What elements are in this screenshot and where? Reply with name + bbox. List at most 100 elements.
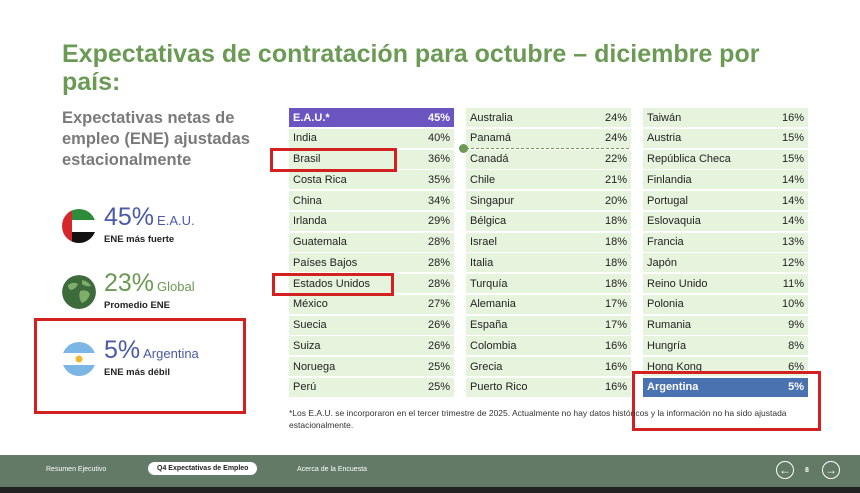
- country-name: China: [293, 194, 322, 207]
- ene-value: 22%: [604, 153, 627, 166]
- table-row: Puerto Rico 16%: [466, 377, 631, 397]
- ene-value: 12%: [781, 256, 804, 269]
- nav-resumen-ejecutivo[interactable]: Resumen Ejecutivo: [46, 466, 107, 473]
- table-row: Italia 18%: [466, 253, 631, 273]
- annotation-box-estados-unidos: [272, 273, 394, 296]
- table-row: Reino Unido 11%: [643, 274, 808, 294]
- ene-value: 26%: [427, 339, 450, 352]
- table-row: Suecia 26%: [289, 315, 454, 335]
- annotation-box-argentina-row: [632, 371, 821, 431]
- page-number: 8: [805, 467, 809, 474]
- ene-value: 17%: [604, 298, 627, 311]
- country-name: Argentina: [647, 381, 699, 394]
- table-row: Noruega 25%: [289, 357, 454, 377]
- table-row: Singapur 20%: [466, 191, 631, 211]
- stat-place: Global: [157, 279, 195, 294]
- table-row: Chile 21%: [466, 170, 631, 190]
- ene-value: 16%: [781, 111, 804, 124]
- country-name: Perú: [293, 381, 317, 394]
- table-row: Francia 13%: [643, 232, 808, 252]
- ene-value: 8%: [788, 339, 804, 352]
- ene-value: 28%: [427, 256, 450, 269]
- country-name: Canadá: [470, 153, 509, 166]
- country-name: Rumania: [647, 319, 692, 332]
- table-row: Eslovaquia 14%: [643, 211, 808, 231]
- table-row: Bélgica 18%: [466, 211, 631, 231]
- nav-acerca-encuesta[interactable]: Acerca de la Encuesta: [297, 466, 368, 473]
- country-name: Reino Unido: [647, 277, 708, 290]
- table-row: Australia 24%: [466, 108, 631, 127]
- table-row: Países Bajos 28%: [289, 253, 454, 273]
- table-row: Colombia 16%: [466, 336, 631, 356]
- country-name: Países Bajos: [293, 256, 358, 269]
- country-name: Suiza: [293, 339, 321, 352]
- table-row: Irlanda 29%: [289, 211, 454, 231]
- ene-value: 16%: [604, 339, 627, 352]
- ene-value: 45%: [427, 111, 450, 124]
- country-name: Austria: [647, 132, 682, 145]
- stat-caption: Promedio ENE: [104, 300, 170, 311]
- country-name: Hong Kong: [647, 360, 703, 373]
- table-row: Polonia 10%: [643, 294, 808, 314]
- table-row: China 34%: [289, 191, 454, 211]
- table-row: República Checa 15%: [643, 149, 808, 169]
- arrow-left-icon: ←: [779, 463, 791, 477]
- ene-value: 26%: [427, 319, 450, 332]
- uae-flag-icon: [62, 209, 96, 243]
- table-row: Canadá 22%: [466, 149, 631, 169]
- ene-value: 17%: [604, 319, 627, 332]
- table-row: Panamá 24%: [466, 128, 631, 148]
- table-row: Guatemala 28%: [289, 232, 454, 252]
- stat-global: 23% Global Promedio ENE: [62, 269, 252, 319]
- stat-caption: ENE más débil: [104, 367, 170, 378]
- table-row: Portugal 14%: [643, 191, 808, 211]
- country-name: Bélgica: [470, 215, 507, 228]
- bottom-strip: [0, 487, 860, 493]
- ene-value: 40%: [427, 132, 450, 145]
- annotation-box-argentina-stat: [34, 318, 246, 414]
- country-name: Colombia: [470, 339, 517, 352]
- table-row: Alemania 17%: [466, 294, 631, 314]
- country-name: Panamá: [470, 132, 511, 145]
- table-row: México 27%: [289, 294, 454, 314]
- ene-value: 25%: [427, 360, 450, 373]
- country-name: México: [293, 298, 328, 311]
- global-average-marker-icon: [459, 144, 468, 153]
- country-name: E.A.U.*: [293, 111, 330, 124]
- ene-value: 27%: [427, 298, 450, 311]
- ene-value: 18%: [604, 215, 627, 228]
- next-page-button[interactable]: →: [822, 461, 840, 479]
- stat-place: Argentina: [143, 346, 199, 361]
- nav-q4-expectativas[interactable]: Q4 Expectativas de Empleo: [148, 462, 258, 475]
- ene-value: 24%: [604, 132, 627, 145]
- country-name: Finlandia: [647, 173, 692, 186]
- table-row: Finlandia 14%: [643, 170, 808, 190]
- country-name: Alemania: [470, 298, 516, 311]
- table-row: España 17%: [466, 315, 631, 335]
- table-row: Rumania 9%: [643, 315, 808, 335]
- country-name: Japón: [647, 256, 677, 269]
- ene-value: 11%: [782, 277, 804, 290]
- country-name: Italia: [470, 256, 494, 269]
- country-name: Brasil: [293, 153, 321, 166]
- previous-page-button[interactable]: ←: [776, 461, 794, 479]
- table-row: India 40%: [289, 128, 454, 148]
- table-row: Japón 12%: [643, 253, 808, 273]
- ene-value: 18%: [604, 256, 627, 269]
- country-name: Portugal: [647, 194, 688, 207]
- footer-nav: Resumen Ejecutivo Q4 Expectativas de Emp…: [0, 455, 860, 487]
- country-name: Australia: [470, 111, 513, 124]
- page-title: Expectativas de contratación para octubr…: [62, 40, 760, 96]
- country-name: Francia: [647, 236, 684, 249]
- country-name: Singapur: [470, 194, 515, 207]
- country-name: Noruega: [293, 360, 336, 373]
- country-name: Guatemala: [293, 236, 347, 249]
- ene-value: 10%: [781, 298, 804, 311]
- annotation-box-brasil: [270, 148, 397, 172]
- ene-value: 25%: [427, 381, 450, 394]
- table-row: Costa Rica 35%: [289, 170, 454, 190]
- ene-value: 16%: [604, 381, 627, 394]
- table-row: Hungría 8%: [643, 336, 808, 356]
- country-name: Chile: [470, 173, 496, 186]
- country-name: República Checa: [647, 153, 731, 166]
